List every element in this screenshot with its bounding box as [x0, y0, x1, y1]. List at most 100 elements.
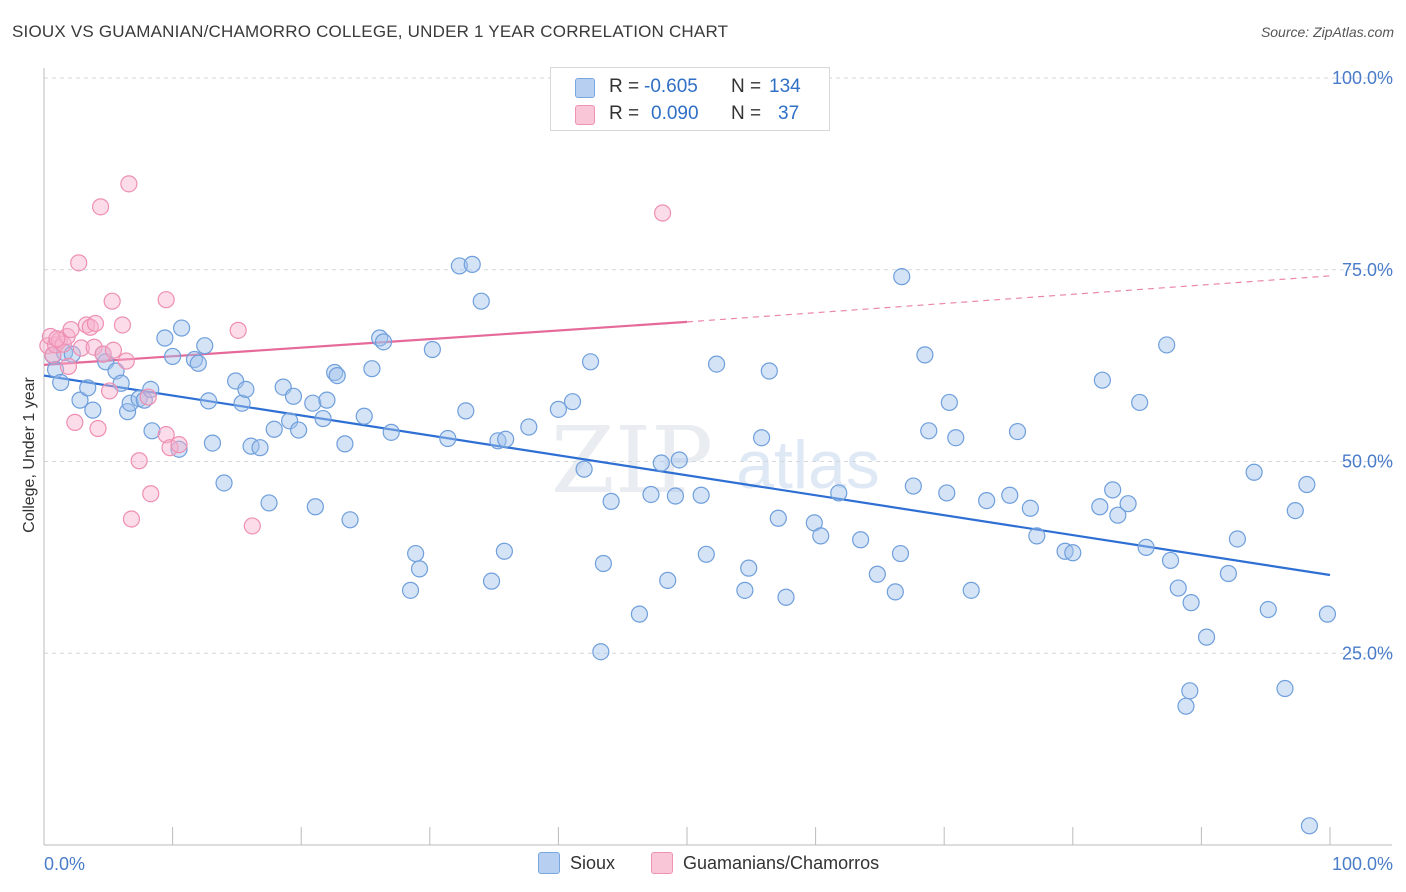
n-label: N =: [731, 76, 762, 97]
stats-row-sioux: R = -0.605 N = 134: [551, 74, 829, 100]
guam-point: [120, 175, 138, 193]
guam-point: [89, 419, 107, 438]
sioux-point: [233, 394, 251, 412]
stats-row-guam: R = 0.090 N = 37: [551, 101, 829, 127]
tick-labels: 25.0% 50.0% 75.0% 100.0% 0.0% 100.0%: [44, 68, 1393, 874]
guam-trend-line: [43, 320, 688, 366]
sioux-point: [1131, 393, 1149, 412]
watermark-zip: ZIP: [551, 407, 713, 514]
sioux-point: [520, 418, 538, 436]
watermark-atlas: atlas: [736, 427, 880, 503]
sioux-point: [1300, 817, 1319, 835]
guam-point: [243, 517, 261, 535]
sioux-point: [1104, 481, 1122, 499]
sioux-point: [46, 360, 65, 379]
sioux-point: [84, 401, 102, 419]
sioux-point: [563, 393, 582, 411]
sioux-point: [328, 366, 346, 385]
guam-point: [100, 382, 119, 400]
sioux-point: [497, 430, 515, 448]
sioux-point: [71, 391, 89, 409]
guam-point: [62, 320, 80, 339]
sioux-point: [495, 542, 513, 560]
guam-point: [170, 436, 188, 454]
sioux-point: [947, 429, 965, 447]
sioux-point: [1161, 551, 1180, 570]
x-tick-label: 100.0%: [1332, 854, 1393, 874]
sioux-point: [407, 544, 425, 563]
legend-item-sioux[interactable]: Sioux: [538, 852, 615, 874]
sioux-point: [1158, 336, 1176, 354]
legend-item-guam[interactable]: Guamanians/Chamorros: [651, 852, 879, 874]
data-points: [39, 175, 1337, 835]
sioux-point: [1064, 544, 1082, 562]
sioux-point: [904, 477, 922, 495]
sioux-point: [920, 422, 938, 440]
sioux-point: [652, 454, 670, 472]
sioux-point: [423, 340, 441, 359]
chart-title: SIOUX VS GUAMANIAN/CHAMORRO COLLEGE, UND…: [12, 22, 729, 41]
guam-point: [103, 292, 121, 310]
sioux-point: [1276, 679, 1294, 698]
sioux-point: [740, 559, 758, 577]
sioux-point: [630, 605, 649, 623]
sioux-legend-icon: [538, 852, 560, 874]
sioux-point: [670, 451, 688, 469]
sioux-point: [363, 360, 381, 378]
sioux-point: [1093, 371, 1111, 389]
sioux-point: [1021, 499, 1039, 517]
r-value: 0.090: [651, 103, 699, 124]
sioux-point: [978, 492, 996, 510]
sioux-point: [304, 394, 322, 412]
sioux-point: [1137, 538, 1155, 557]
x-tick-label: 0.0%: [44, 854, 85, 874]
sioux-trend-line: [43, 374, 1331, 577]
sioux-point: [306, 498, 324, 516]
sioux-point: [382, 423, 400, 441]
guam-point: [117, 352, 135, 370]
sioux-point: [52, 373, 70, 392]
sioux-point: [962, 581, 980, 599]
sioux-point: [318, 391, 336, 409]
sioux-point: [666, 487, 685, 505]
sioux-point: [1245, 463, 1263, 481]
sioux-point: [290, 421, 308, 439]
sioux-point: [457, 402, 475, 420]
guam-point: [130, 452, 148, 470]
guam-point: [44, 346, 62, 364]
sioux-point: [736, 581, 754, 599]
sioux-point: [1286, 501, 1304, 520]
sioux-point: [938, 484, 956, 502]
sioux-point: [830, 484, 848, 502]
stats-box: R = -0.605 N = 134 R = 0.090 N = 37: [550, 67, 830, 131]
sioux-point: [463, 255, 481, 273]
guam-point: [72, 339, 90, 357]
sioux-point: [581, 353, 600, 371]
watermark: ZIP atlas: [551, 407, 880, 514]
sioux-point: [1228, 530, 1247, 548]
guam-point: [157, 291, 175, 309]
sioux-point: [143, 422, 161, 440]
guam-trend-extension: [686, 275, 1331, 323]
axes: [43, 68, 1392, 846]
sioux-point: [164, 347, 182, 366]
sioux-point: [777, 588, 795, 606]
guam-point: [122, 510, 141, 528]
n-value: 134: [769, 76, 801, 97]
guam-point: [139, 388, 157, 406]
r-label: R =: [609, 76, 640, 97]
source-label: Source: ZipAtlas.com: [1260, 24, 1394, 40]
sioux-point: [769, 509, 787, 527]
sioux-point: [1169, 579, 1187, 597]
sioux-point: [281, 412, 299, 430]
sioux-point: [341, 511, 359, 529]
sioux-point: [251, 439, 269, 457]
r-label: R =: [609, 103, 640, 124]
sioux-point: [1298, 475, 1316, 494]
sioux-point: [450, 257, 468, 275]
sioux-point: [594, 554, 613, 573]
sioux-point: [940, 393, 958, 412]
sioux-point: [1182, 594, 1200, 612]
sioux-point: [707, 355, 726, 373]
y-tick-label: 25.0%: [1342, 643, 1393, 663]
